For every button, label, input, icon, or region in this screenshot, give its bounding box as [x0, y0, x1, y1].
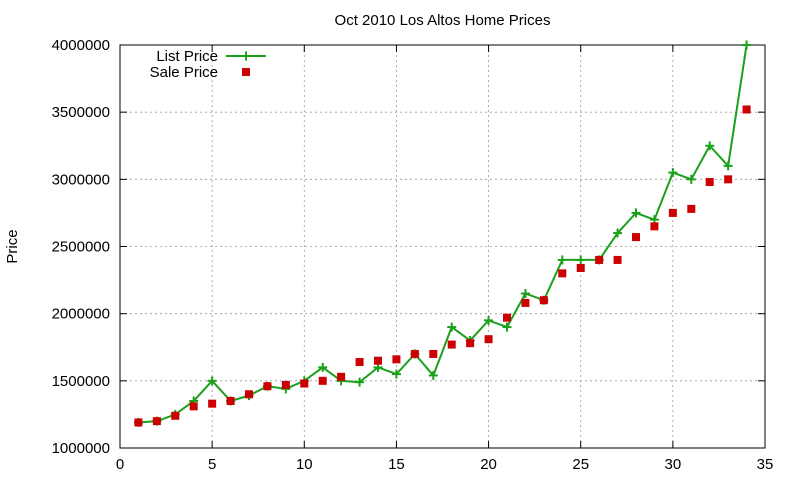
series-layer — [133, 40, 752, 427]
sale-price-point — [705, 178, 714, 187]
series-sale-price — [134, 105, 751, 427]
sale-price-point — [429, 349, 438, 358]
sale-price-point — [263, 382, 272, 391]
list-price-point — [705, 141, 715, 151]
sale-price-point — [539, 296, 548, 305]
y-tick-label: 2000000 — [52, 306, 110, 323]
sale-price-point — [595, 255, 604, 264]
sale-price-point — [226, 396, 235, 405]
legend-swatch-list-price — [226, 51, 266, 61]
list-price-point — [631, 208, 641, 218]
legend-label-sale-price: Sale Price — [150, 64, 218, 81]
list-price-point — [428, 370, 438, 380]
sale-price-point — [281, 380, 290, 389]
x-tick-label: 0 — [116, 456, 124, 473]
x-tick-label: 10 — [296, 456, 313, 473]
sale-price-point — [208, 399, 217, 408]
sale-price-point — [742, 105, 751, 114]
list-price-point — [723, 161, 733, 171]
y-tick-label: 4000000 — [52, 37, 110, 54]
x-tick-label: 5 — [208, 456, 216, 473]
y-tick-label: 1000000 — [52, 440, 110, 457]
sale-price-point — [558, 269, 567, 278]
list-price-point — [447, 322, 457, 332]
y-tick-label: 3500000 — [52, 104, 110, 121]
list-price-line — [138, 44, 748, 424]
list-price-point — [355, 377, 365, 387]
sale-price-point — [613, 255, 622, 264]
sale-price-point — [503, 313, 511, 322]
sale-price-point — [300, 379, 309, 388]
sale-price-point — [152, 417, 161, 426]
list-price-point — [668, 168, 678, 178]
y-tick-label: 3000000 — [52, 171, 110, 188]
legend-swatch-sale-price — [242, 68, 250, 76]
x-tick-label: 30 — [665, 456, 682, 473]
list-price-point — [207, 376, 217, 386]
sale-price-point — [171, 411, 180, 420]
list-price-point — [520, 289, 530, 299]
y-tick-label: 1500000 — [52, 373, 110, 390]
sale-price-point — [466, 339, 475, 348]
x-tick-label: 20 — [480, 456, 497, 473]
chart-title: Oct 2010 Los Altos Home Prices — [335, 12, 551, 29]
legend-marker-sale-price — [242, 68, 250, 76]
sale-price-point — [189, 402, 198, 411]
sale-price-point — [447, 340, 456, 349]
x-tick-label: 15 — [388, 456, 405, 473]
sale-price-point — [355, 358, 364, 367]
axis-ticks — [119, 44, 766, 449]
list-price-point — [502, 322, 512, 332]
legend-marker-list-price — [241, 51, 251, 61]
x-tick-label: 25 — [572, 456, 589, 473]
sale-price-point — [374, 356, 382, 365]
list-price-point — [318, 362, 328, 372]
sale-price-point — [134, 418, 143, 427]
y-tick-labels: 1000000 1500000 2000000 2500000 3000000 35000… — [52, 37, 110, 457]
sale-price-point — [337, 372, 346, 381]
sale-price-point — [245, 390, 253, 399]
sale-price-point — [484, 335, 493, 344]
legend: List Price Sale Price — [150, 48, 266, 81]
list-price-point — [686, 174, 696, 184]
y-axis-label: Price — [4, 229, 21, 263]
x-tick-label: 35 — [757, 456, 774, 473]
list-price-point — [391, 369, 401, 379]
sale-price-point — [576, 263, 585, 272]
legend-label-list-price: List Price — [156, 48, 218, 65]
list-price-point — [484, 315, 494, 325]
sale-price-point — [650, 222, 659, 231]
list-price-point — [557, 255, 567, 265]
list-price-point — [613, 228, 623, 238]
sale-price-point — [724, 175, 733, 184]
sale-price-point — [632, 233, 640, 242]
sale-price-point — [318, 376, 327, 385]
sale-price-point — [687, 204, 696, 213]
y-tick-label: 2500000 — [52, 239, 110, 256]
sale-price-point — [410, 349, 419, 358]
sale-price-point — [521, 298, 530, 307]
list-price-point — [576, 255, 586, 265]
sale-price-point — [668, 208, 677, 217]
x-tick-labels: 0 5 10 15 20 25 30 35 — [116, 456, 774, 473]
sale-price-point — [392, 355, 401, 364]
list-price-point — [742, 40, 752, 50]
